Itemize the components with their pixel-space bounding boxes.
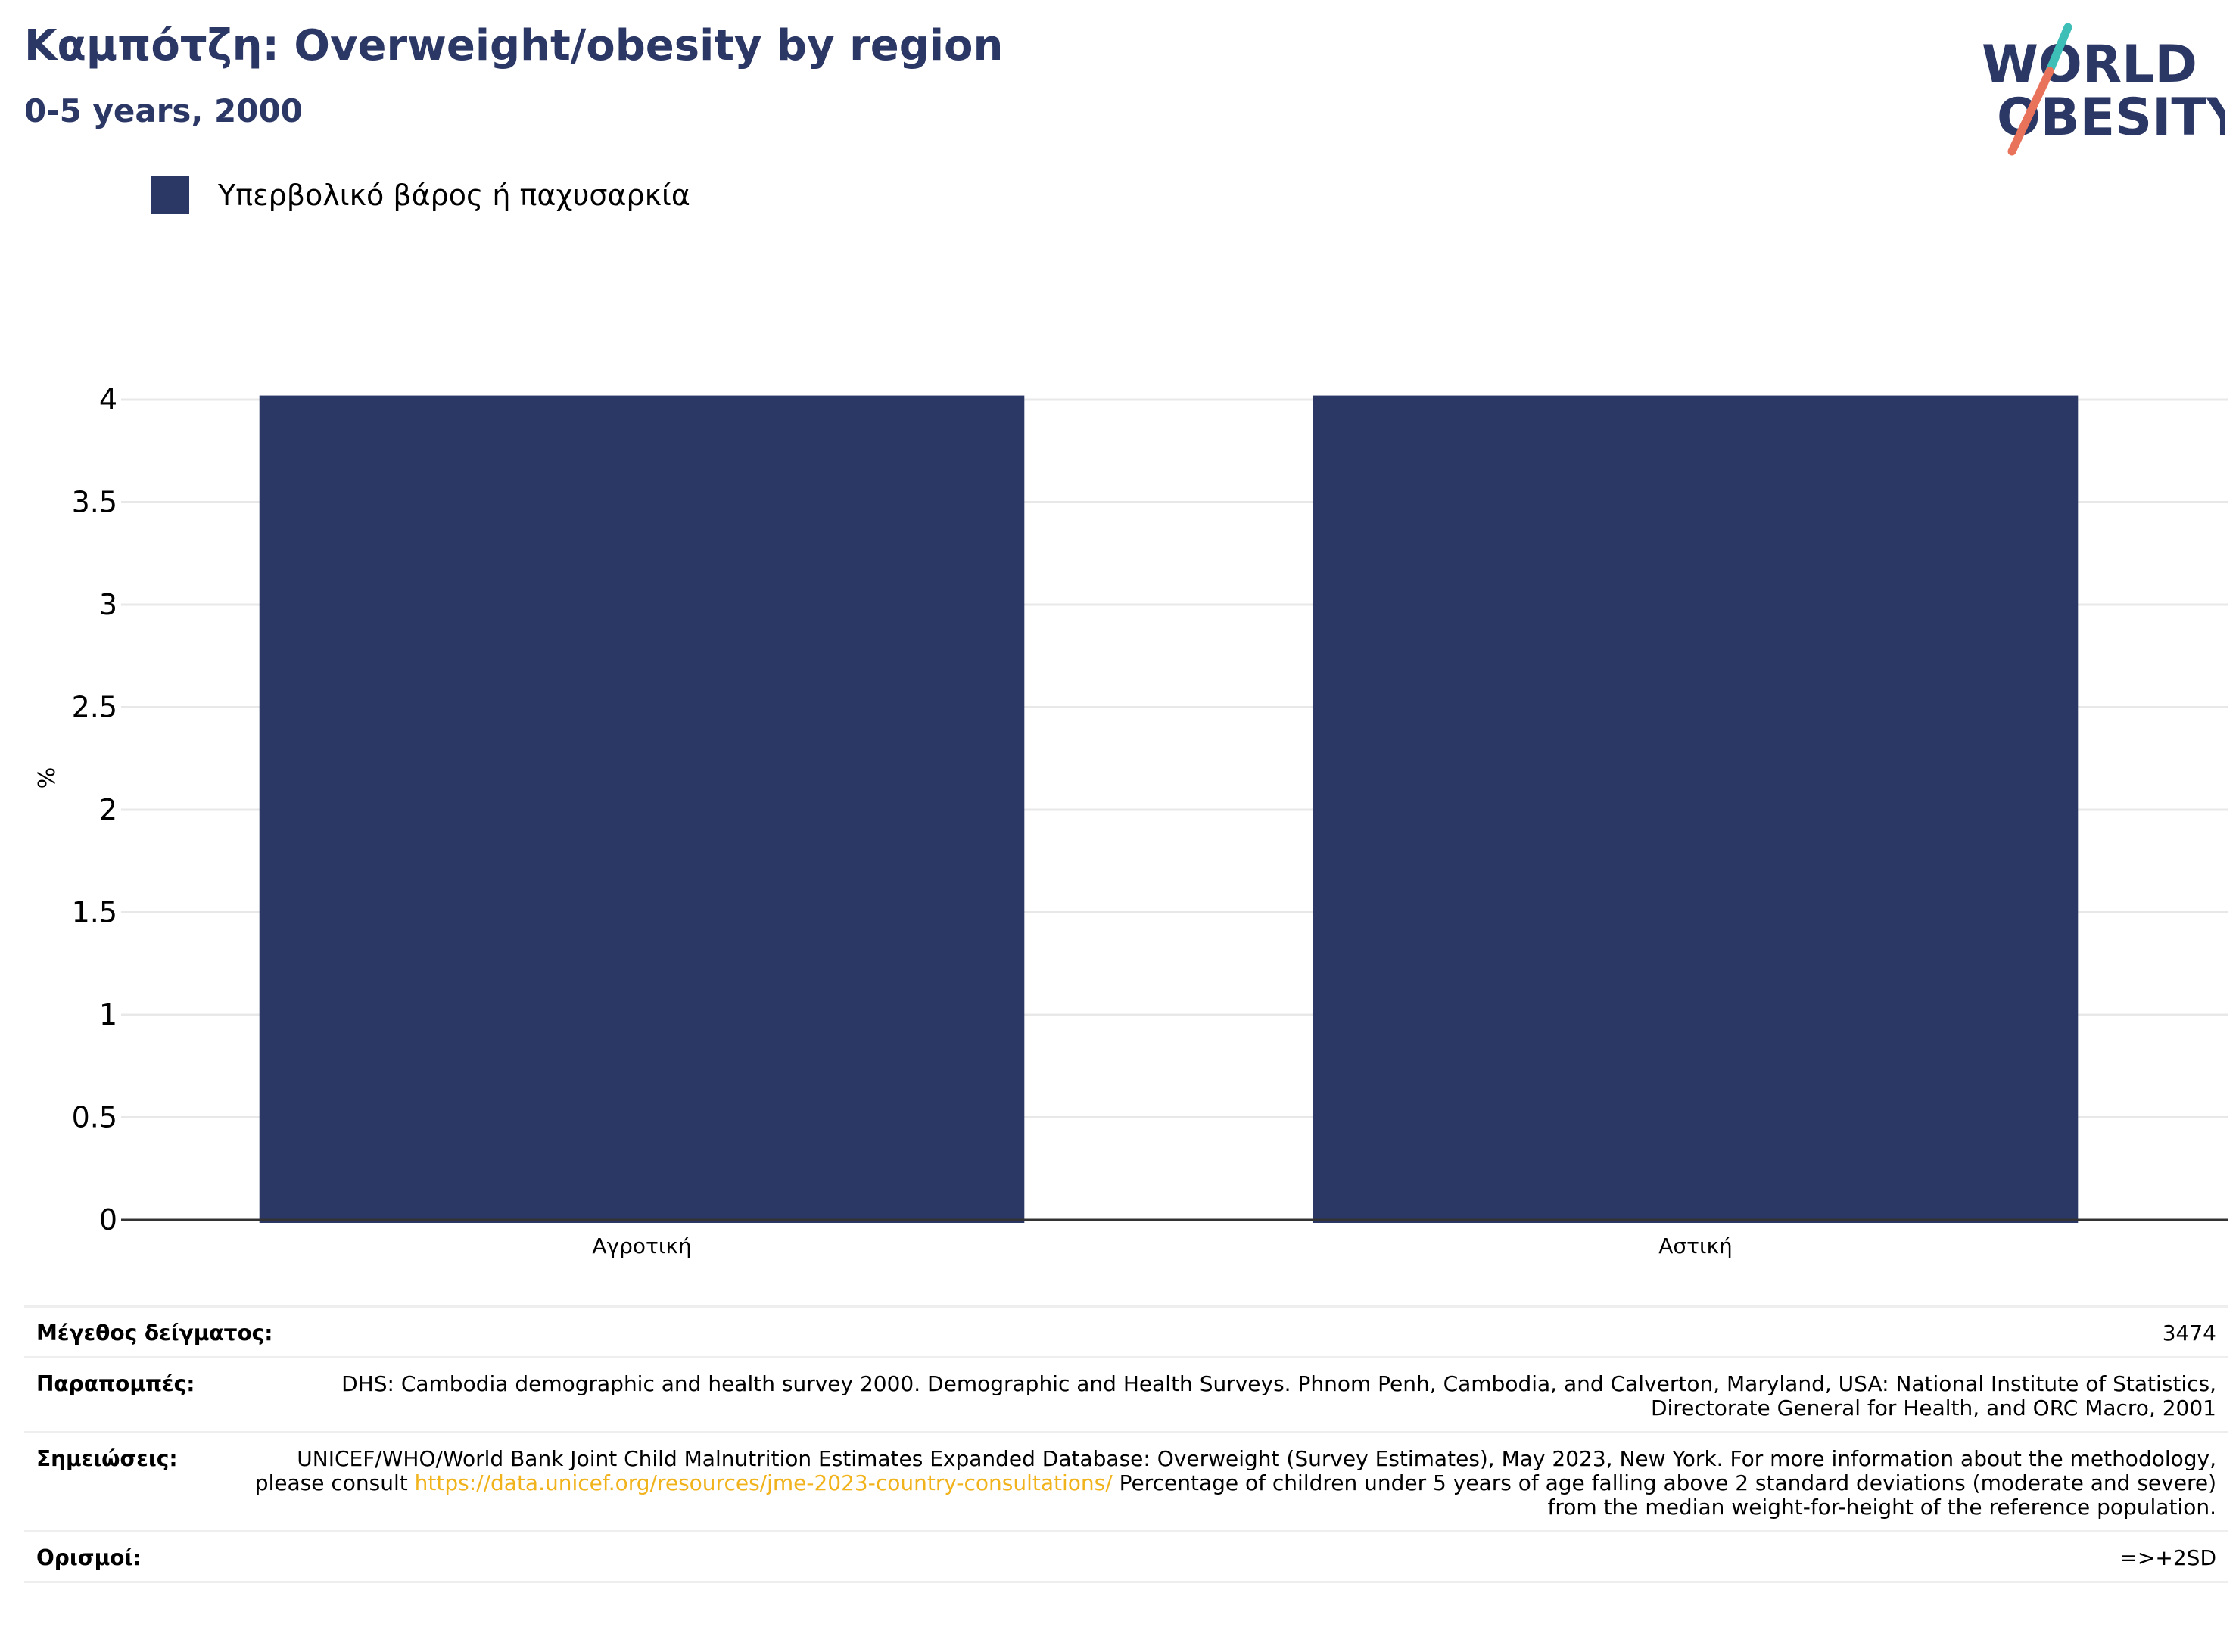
y-tick-label: 1: [99, 998, 117, 1031]
definitions-label: Ορισμοί:: [36, 1545, 142, 1570]
definitions-value: =>+2SD: [2119, 1545, 2216, 1570]
legend-label: Υπερβολικό βάρος ή παχυσαρκία: [218, 179, 690, 212]
notes-label: Σημειώσεις:: [36, 1446, 178, 1471]
notes-text-after: Percentage of children under 5 years of …: [1119, 1470, 2216, 1520]
y-tick-label: 1.5: [72, 896, 117, 929]
chart-title: Καμπότζη: Overweight/obesity by region: [24, 21, 1004, 70]
world-obesity-logo: WORLD OBESITY: [1982, 23, 2225, 156]
sample-size-value: 3474: [2162, 1321, 2216, 1346]
references-label: Παραπομπές:: [36, 1371, 195, 1396]
methodology-link[interactable]: https://data.unicef.org/resources/jme-20…: [414, 1470, 1113, 1495]
y-tick-label: 2: [99, 793, 117, 826]
y-tick-label: 0: [99, 1203, 117, 1237]
bar: [259, 395, 1025, 1223]
x-tick-label: Αγροτική: [592, 1234, 691, 1258]
notes-text-before: UNICEF/WHO/World Bank Joint Child Malnut…: [254, 1446, 2216, 1495]
legend-swatch: [151, 176, 189, 214]
y-tick-label: 0.5: [72, 1101, 117, 1134]
bar: [1313, 395, 2079, 1223]
info-row-sample-size: Μέγεθος δείγματος: 3474: [24, 1305, 2228, 1356]
x-tick-labels: Αγροτική Αστική: [592, 1234, 1732, 1258]
y-tick-label: 3.5: [72, 486, 117, 519]
references-value: DHS: Cambodia demographic and health sur…: [341, 1371, 2216, 1420]
info-row-references: Παραπομπές: DHS: Cambodia demographic an…: [24, 1356, 2228, 1431]
y-tick-label: 4: [99, 383, 117, 416]
y-tick-label: 3: [99, 588, 117, 621]
y-tick-labels: 0 0.5 1 1.5 2 2.5 3 3.5 4: [72, 383, 117, 1237]
y-tick-label: 2.5: [72, 691, 117, 724]
logo-slash-teal: [2044, 23, 2072, 79]
sample-size-label: Μέγεθος δείγματος:: [36, 1321, 273, 1346]
bars: [259, 395, 2079, 1223]
info-row-notes: Σημειώσεις: UNICEF/WHO/World Bank Joint …: [24, 1431, 2228, 1530]
logo-slash-coral: [2007, 67, 2054, 156]
notes-value: UNICEF/WHO/World Bank Joint Child Malnut…: [223, 1447, 2216, 1520]
y-axis-label: %: [34, 767, 61, 789]
bar-chart: 0 0.5 1 1.5 2 2.5 3 3.5 4 Αγροτική Αστική %: [34, 383, 2228, 1258]
info-row-definitions: Ορισμοί: =>+2SD: [24, 1530, 2228, 1583]
logo-text-world: WORLD: [1982, 35, 2197, 95]
chart-subtitle: 0-5 years, 2000: [24, 92, 303, 129]
info-table: Μέγεθος δείγματος: 3474 Παραπομπές: DHS:…: [24, 1305, 2228, 1583]
chart-legend: Υπερβολικό βάρος ή παχυσαρκία: [151, 176, 690, 215]
x-tick-label: Αστική: [1658, 1234, 1732, 1258]
